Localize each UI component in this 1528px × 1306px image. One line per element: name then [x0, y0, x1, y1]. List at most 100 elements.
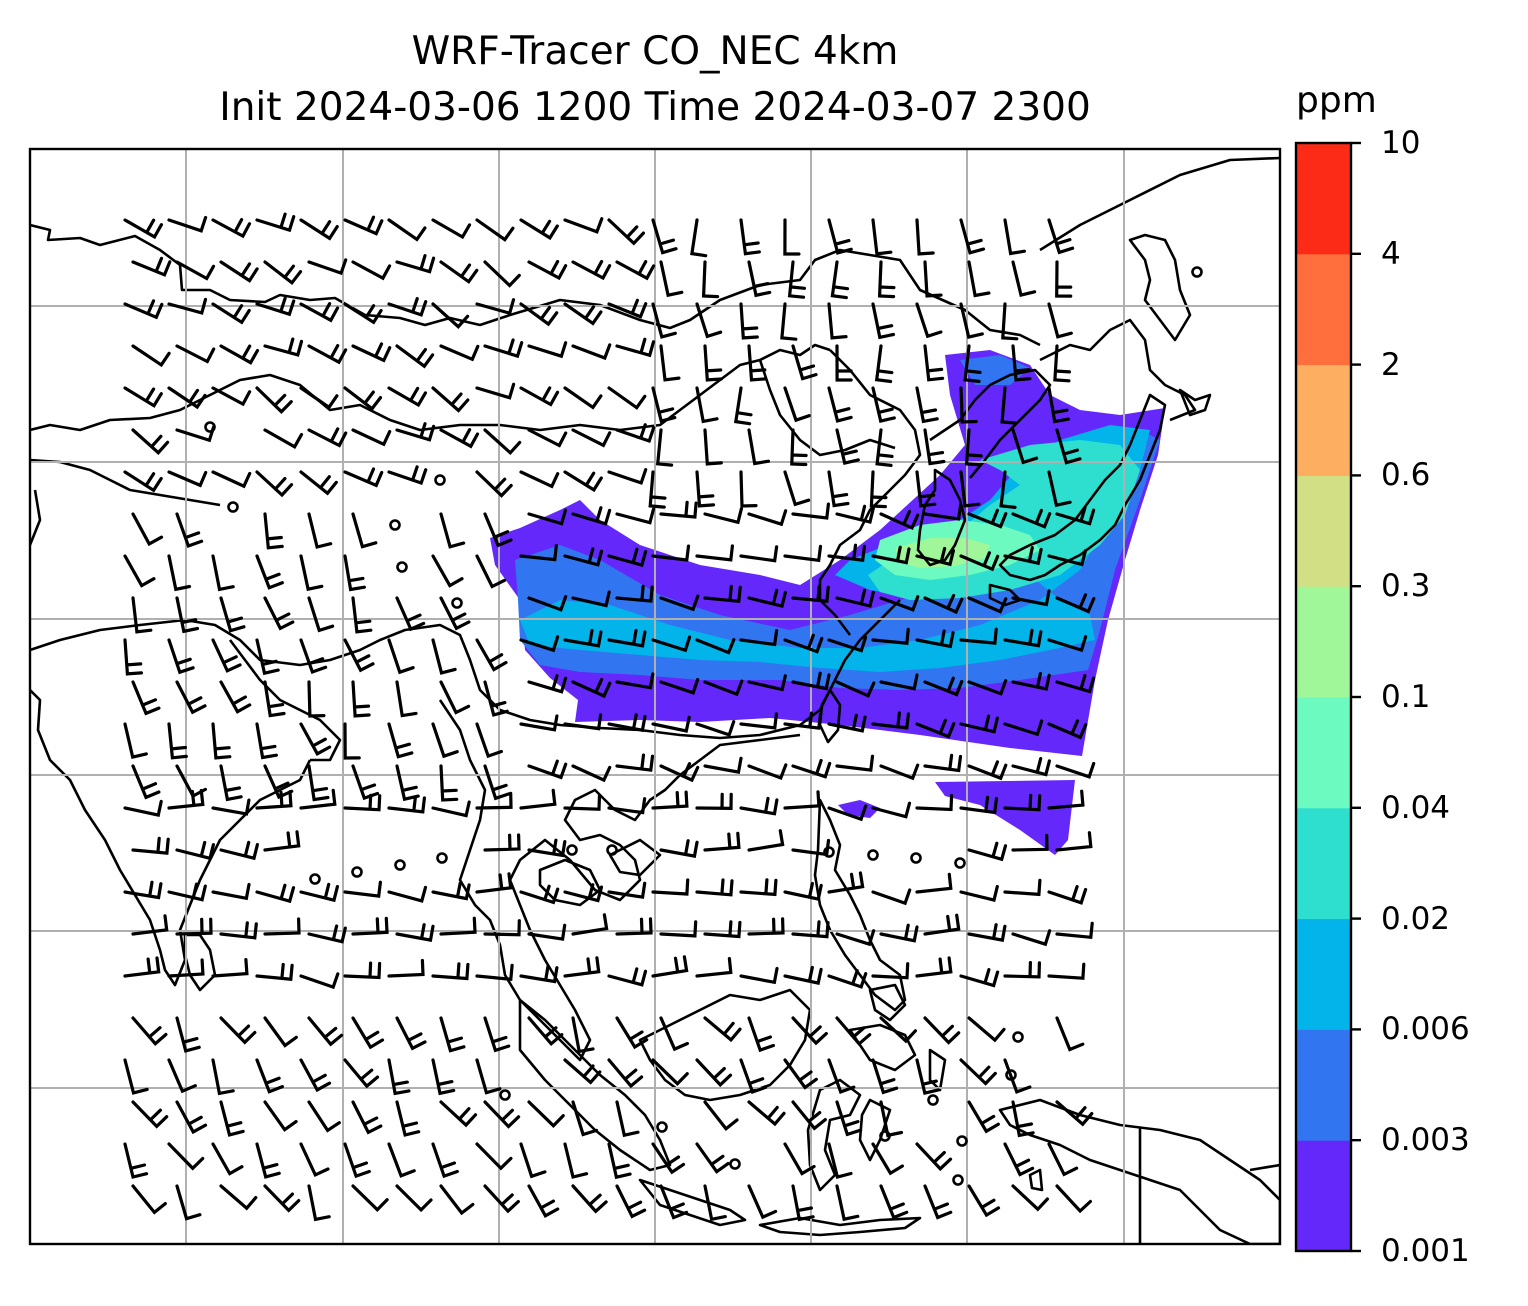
wind-barb [123, 1142, 149, 1179]
wind-barb [387, 795, 426, 814]
wind-barb [615, 584, 654, 603]
wind-barb [307, 1016, 344, 1047]
wind-barb [431, 554, 464, 588]
wind-barb [395, 422, 436, 442]
calm-wind-marker [910, 852, 922, 864]
wind-barb [835, 1184, 860, 1222]
wind-barb [827, 218, 853, 255]
wind-barb [739, 878, 778, 897]
calm-wind-marker [954, 857, 966, 869]
colorbar-tick-label: 0.3 [1381, 568, 1431, 605]
wind-barb [211, 1058, 235, 1096]
wind-barb [871, 545, 911, 565]
wind-barb [915, 872, 953, 894]
wind-barb [780, 302, 798, 341]
wind-barb [211, 470, 252, 489]
colorbar-tick-label: 0.6 [1381, 457, 1431, 494]
wind-barb [615, 672, 655, 690]
wind-barb [483, 260, 521, 288]
wind-barb [659, 762, 700, 783]
wind-barb [879, 763, 920, 781]
wind-barb [648, 470, 667, 509]
wind-barb [439, 916, 477, 936]
wind-barb [791, 671, 831, 691]
wind-barb [703, 756, 743, 774]
wind-barb [875, 428, 894, 467]
wind-barb [879, 1016, 917, 1044]
wind-barb [343, 302, 383, 325]
wind-barb [830, 260, 850, 300]
wind-barb [483, 428, 522, 456]
colorbar-tick-label: 4 [1381, 235, 1401, 272]
wind-barb [1011, 589, 1051, 607]
wind-barb [783, 633, 824, 654]
wind-barb [395, 764, 420, 802]
wind-barb [923, 913, 961, 936]
wind-barb [695, 386, 719, 424]
wind-barb [1047, 789, 1085, 810]
wind-barb [263, 260, 303, 286]
wind-barb [527, 1184, 560, 1218]
wind-barb [431, 1058, 456, 1096]
wind-barb [1001, 302, 1019, 341]
wind-barb [827, 871, 865, 894]
wind-barb [131, 596, 153, 634]
wind-barb [747, 1100, 786, 1127]
calm-wind-marker [867, 849, 879, 861]
wind-barb [607, 386, 647, 410]
wind-barb [783, 386, 811, 423]
wind-barb [787, 260, 806, 299]
wind-barb [879, 923, 919, 943]
wind-barb [659, 677, 700, 695]
wind-barb [659, 839, 699, 858]
wind-barb [527, 508, 568, 526]
wind-barb [563, 628, 603, 648]
wind-barb [475, 382, 516, 400]
wind-barb [351, 342, 392, 363]
wind-barb [1055, 831, 1093, 852]
wind-barb [563, 1058, 602, 1085]
wind-barb [299, 554, 324, 592]
wind-barb [123, 880, 163, 900]
wind-barb [175, 512, 204, 549]
wind-barb [431, 218, 472, 240]
wind-barb [263, 764, 294, 800]
wind-barb [967, 841, 1008, 862]
wind-barb [915, 546, 955, 567]
wind-barb [351, 1100, 383, 1135]
calm-wind-marker [956, 1135, 968, 1147]
wind-barb [439, 512, 466, 549]
colorbar-tick-label: 10 [1381, 125, 1421, 161]
wind-barb [827, 1142, 853, 1179]
wind-barb [431, 962, 470, 981]
wind-barb [175, 1016, 201, 1053]
wind-barb [695, 957, 733, 978]
wind-barb [343, 961, 382, 980]
wind-barb [527, 923, 567, 941]
calm-wind-marker [879, 1130, 891, 1142]
wind-barb [395, 680, 418, 718]
wind-barb [791, 1184, 815, 1222]
wind-barb [915, 793, 954, 812]
wind-barb [571, 343, 612, 361]
wind-barb [211, 386, 252, 407]
wind-barb [967, 1016, 1006, 1043]
wind-barb [439, 1100, 478, 1128]
wind-barb [871, 386, 896, 424]
wind-barb [651, 878, 690, 896]
wind-barb [1055, 1016, 1085, 1052]
wind-barb [1047, 1142, 1079, 1177]
wind-barb [527, 428, 568, 448]
wind-barb [695, 878, 734, 897]
wind-barb [615, 1016, 649, 1050]
wind-barb [651, 544, 691, 562]
calm-wind-marker [823, 846, 835, 858]
wind-barb [167, 722, 188, 760]
wind-barb [175, 260, 216, 281]
wind-barb [790, 428, 808, 467]
wind-barb [871, 1142, 904, 1176]
wind-barb [783, 470, 811, 507]
wind-barb [571, 764, 612, 783]
wind-barb [563, 547, 604, 567]
colorbar-tick-label: 0.1 [1381, 679, 1431, 715]
